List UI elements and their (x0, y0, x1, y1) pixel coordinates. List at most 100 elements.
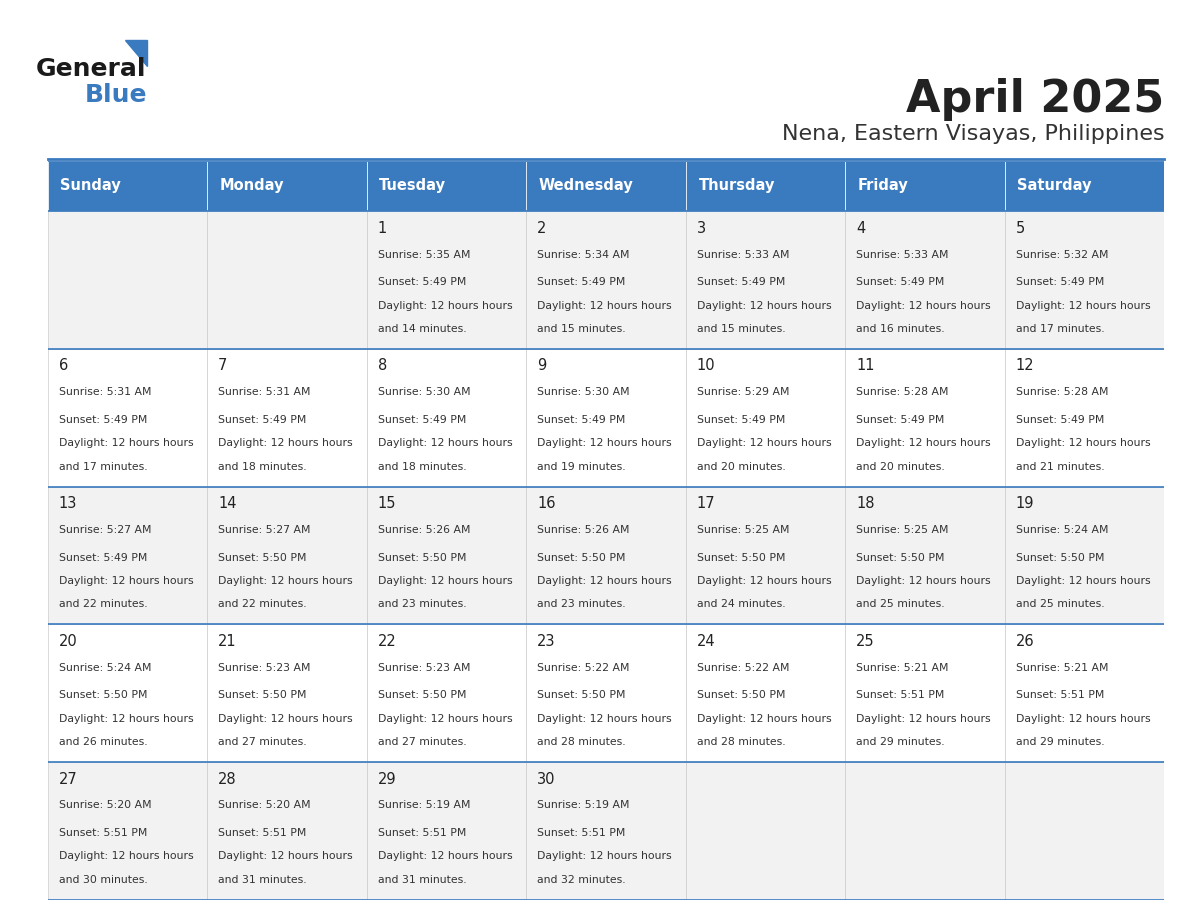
Text: and 19 minutes.: and 19 minutes. (537, 462, 626, 472)
Text: Daylight: 12 hours hours: Daylight: 12 hours hours (1016, 301, 1150, 310)
Text: Thursday: Thursday (699, 178, 775, 194)
Text: 27: 27 (58, 771, 77, 787)
Text: Sunset: 5:49 PM: Sunset: 5:49 PM (378, 277, 466, 287)
Text: Tuesday: Tuesday (379, 178, 447, 194)
Text: Sunset: 5:50 PM: Sunset: 5:50 PM (58, 690, 147, 700)
Text: Sunrise: 5:28 AM: Sunrise: 5:28 AM (857, 387, 949, 397)
Text: 13: 13 (58, 496, 77, 511)
Text: Daylight: 12 hours hours: Daylight: 12 hours hours (537, 301, 672, 310)
Text: and 23 minutes.: and 23 minutes. (378, 599, 467, 610)
Polygon shape (125, 40, 147, 66)
Bar (1005, 487, 1164, 624)
Text: Sunset: 5:50 PM: Sunset: 5:50 PM (537, 690, 626, 700)
Text: Daylight: 12 hours hours: Daylight: 12 hours hours (219, 577, 353, 586)
Text: Daylight: 12 hours hours: Daylight: 12 hours hours (1016, 439, 1150, 448)
Text: Sunset: 5:49 PM: Sunset: 5:49 PM (537, 415, 626, 425)
Bar (367, 762, 526, 900)
Bar (526, 762, 685, 900)
Text: Blue: Blue (86, 83, 147, 107)
Text: Sunrise: 5:27 AM: Sunrise: 5:27 AM (58, 525, 151, 535)
Text: Sunrise: 5:26 AM: Sunrise: 5:26 AM (537, 525, 630, 535)
Text: and 26 minutes.: and 26 minutes. (58, 737, 147, 747)
Text: Daylight: 12 hours hours: Daylight: 12 hours hours (857, 301, 991, 310)
Bar (685, 349, 845, 487)
Text: Sunset: 5:51 PM: Sunset: 5:51 PM (1016, 690, 1105, 700)
Text: 6: 6 (58, 359, 68, 374)
Bar (685, 624, 845, 762)
Text: and 24 minutes.: and 24 minutes. (697, 599, 785, 610)
Text: and 31 minutes.: and 31 minutes. (378, 875, 467, 885)
Text: Daylight: 12 hours hours: Daylight: 12 hours hours (58, 714, 194, 723)
Text: Sunrise: 5:27 AM: Sunrise: 5:27 AM (219, 525, 311, 535)
Text: 7: 7 (219, 359, 228, 374)
Text: Daylight: 12 hours hours: Daylight: 12 hours hours (219, 439, 353, 448)
Text: and 28 minutes.: and 28 minutes. (537, 737, 626, 747)
Text: Sunset: 5:49 PM: Sunset: 5:49 PM (1016, 415, 1105, 425)
Text: 2: 2 (537, 221, 546, 236)
Text: 4: 4 (857, 221, 866, 236)
Text: Sunrise: 5:29 AM: Sunrise: 5:29 AM (697, 387, 789, 397)
Bar (685, 487, 845, 624)
Text: Sunrise: 5:25 AM: Sunrise: 5:25 AM (857, 525, 949, 535)
Text: and 17 minutes.: and 17 minutes. (58, 462, 147, 472)
Text: 12: 12 (1016, 359, 1035, 374)
Text: Sunrise: 5:33 AM: Sunrise: 5:33 AM (697, 250, 789, 260)
Text: Sunset: 5:50 PM: Sunset: 5:50 PM (219, 690, 307, 700)
Bar (685, 762, 845, 900)
Text: and 15 minutes.: and 15 minutes. (537, 324, 626, 334)
Text: Sunrise: 5:32 AM: Sunrise: 5:32 AM (1016, 250, 1108, 260)
Text: Daylight: 12 hours hours: Daylight: 12 hours hours (537, 439, 672, 448)
Text: Nena, Eastern Visayas, Philippines: Nena, Eastern Visayas, Philippines (782, 124, 1164, 144)
Text: General: General (36, 57, 146, 81)
Text: Sunrise: 5:28 AM: Sunrise: 5:28 AM (1016, 387, 1108, 397)
Text: Sunrise: 5:21 AM: Sunrise: 5:21 AM (857, 663, 949, 673)
Text: Daylight: 12 hours hours: Daylight: 12 hours hours (857, 577, 991, 586)
Bar (845, 161, 1005, 211)
Text: and 22 minutes.: and 22 minutes. (219, 599, 307, 610)
Bar (845, 624, 1005, 762)
Text: 28: 28 (219, 771, 236, 787)
Text: Sunset: 5:50 PM: Sunset: 5:50 PM (219, 553, 307, 563)
Text: Sunset: 5:49 PM: Sunset: 5:49 PM (697, 415, 785, 425)
Text: Daylight: 12 hours hours: Daylight: 12 hours hours (219, 852, 353, 861)
Text: 9: 9 (537, 359, 546, 374)
Text: Sunset: 5:49 PM: Sunset: 5:49 PM (58, 553, 147, 563)
Text: 1: 1 (378, 221, 387, 236)
Bar (685, 161, 845, 211)
Text: and 29 minutes.: and 29 minutes. (1016, 737, 1105, 747)
Bar (526, 487, 685, 624)
Text: and 20 minutes.: and 20 minutes. (857, 462, 946, 472)
Bar (1005, 624, 1164, 762)
Text: Daylight: 12 hours hours: Daylight: 12 hours hours (857, 714, 991, 723)
Text: Sunset: 5:50 PM: Sunset: 5:50 PM (378, 553, 466, 563)
Text: 19: 19 (1016, 496, 1035, 511)
Text: Sunset: 5:51 PM: Sunset: 5:51 PM (58, 828, 147, 838)
Text: 24: 24 (697, 634, 715, 649)
Text: 16: 16 (537, 496, 556, 511)
Text: Sunrise: 5:31 AM: Sunrise: 5:31 AM (58, 387, 151, 397)
Text: and 31 minutes.: and 31 minutes. (219, 875, 307, 885)
Bar (207, 211, 367, 349)
Text: Daylight: 12 hours hours: Daylight: 12 hours hours (697, 301, 832, 310)
Bar (367, 624, 526, 762)
Bar (48, 211, 207, 349)
Text: Sunset: 5:49 PM: Sunset: 5:49 PM (857, 277, 944, 287)
Text: Sunset: 5:51 PM: Sunset: 5:51 PM (378, 828, 466, 838)
Text: and 18 minutes.: and 18 minutes. (219, 462, 307, 472)
Text: Sunrise: 5:22 AM: Sunrise: 5:22 AM (697, 663, 789, 673)
Bar (367, 161, 526, 211)
Text: Sunrise: 5:22 AM: Sunrise: 5:22 AM (537, 663, 630, 673)
Text: and 18 minutes.: and 18 minutes. (378, 462, 467, 472)
Bar (367, 211, 526, 349)
Text: Sunrise: 5:20 AM: Sunrise: 5:20 AM (219, 800, 311, 811)
Text: Sunset: 5:50 PM: Sunset: 5:50 PM (1016, 553, 1105, 563)
Bar (48, 487, 207, 624)
Bar (48, 624, 207, 762)
Text: Daylight: 12 hours hours: Daylight: 12 hours hours (378, 852, 512, 861)
Text: Sunset: 5:50 PM: Sunset: 5:50 PM (857, 553, 944, 563)
Text: and 29 minutes.: and 29 minutes. (857, 737, 944, 747)
Text: Daylight: 12 hours hours: Daylight: 12 hours hours (857, 439, 991, 448)
Text: 22: 22 (378, 634, 397, 649)
Text: Sunrise: 5:21 AM: Sunrise: 5:21 AM (1016, 663, 1108, 673)
Text: Sunrise: 5:24 AM: Sunrise: 5:24 AM (58, 663, 151, 673)
